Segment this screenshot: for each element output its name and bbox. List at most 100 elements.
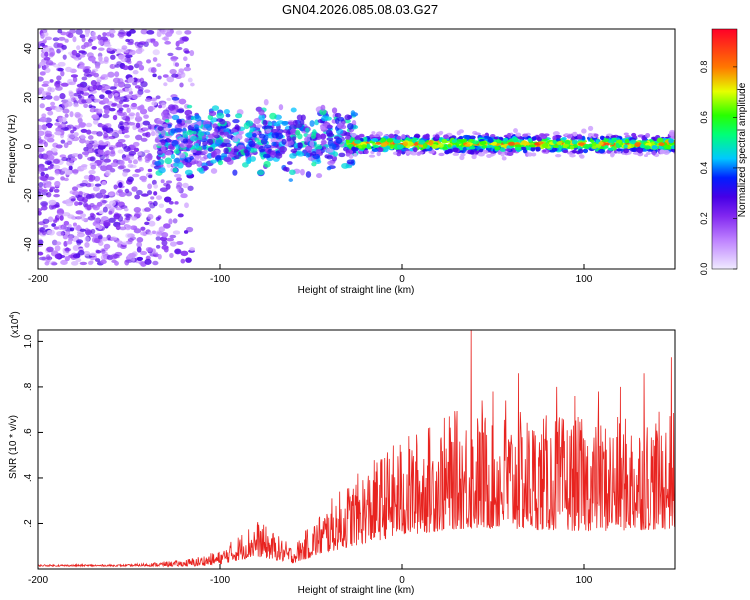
heatmap-cell [80, 213, 87, 218]
heatmap-cell [85, 122, 93, 128]
heatmap-cell [499, 147, 506, 152]
heatmap-cell [515, 132, 522, 137]
heatmap-cell [73, 103, 79, 108]
heatmap-cell [46, 246, 54, 253]
heatmap-cell [186, 129, 193, 136]
heatmap-cell [83, 68, 92, 74]
heatmap-cell [150, 130, 156, 137]
heatmap-cell [182, 182, 189, 189]
heatmap-cell [542, 143, 549, 149]
heatmap-cell [396, 144, 404, 150]
heatmap-cell [512, 137, 519, 142]
heatmap-cell [112, 114, 118, 121]
heatmap-cell [316, 173, 323, 179]
heatmap-cell [190, 135, 198, 142]
heatmap-cell [47, 123, 53, 129]
heatmap-cell [151, 230, 157, 235]
heatmap-x-tick-label: -100 [210, 274, 230, 285]
heatmap-cell [441, 138, 448, 144]
heatmap-cell [161, 37, 168, 41]
heatmap-cell [293, 142, 299, 149]
heatmap-cell [90, 213, 96, 219]
heatmap-cell [101, 200, 108, 204]
heatmap-cell [194, 114, 200, 120]
heatmap-cell [94, 217, 100, 224]
heatmap-cell [91, 70, 96, 77]
heatmap-cell [326, 124, 334, 129]
heatmap-cell [641, 135, 647, 141]
heatmap-cell [668, 131, 675, 137]
heatmap-cell [160, 102, 166, 109]
heatmap-cell [125, 191, 133, 197]
heatmap-cell [243, 149, 249, 154]
heatmap-cell [81, 216, 86, 222]
heatmap-cell [67, 133, 76, 139]
heatmap-cell [412, 137, 418, 142]
heatmap-cell [115, 224, 121, 231]
heatmap-cell [347, 122, 354, 130]
heatmap-cell [61, 31, 69, 36]
heatmap-cell [102, 113, 110, 119]
heatmap-cell [148, 220, 156, 227]
colorbar-tick-label: 0.0 [699, 263, 709, 276]
heatmap-cell [65, 66, 73, 73]
heatmap-cell [223, 131, 230, 137]
heatmap-cell [118, 29, 126, 35]
heatmap-cell [54, 122, 61, 126]
heatmap-cell [161, 129, 166, 137]
heatmap-cell [175, 30, 183, 35]
heatmap-cell [279, 146, 288, 153]
colorbar: 0.0 0.2 0.4 0.6 0.8 Normalized spectral ampl… [699, 28, 748, 276]
heatmap-cell [482, 149, 489, 154]
heatmap-cell [113, 184, 118, 190]
heatmap-cell [141, 193, 149, 197]
heatmap-cell [258, 109, 265, 116]
heatmap-cell [167, 52, 174, 57]
heatmap-cell [38, 256, 47, 261]
heatmap-cell [108, 200, 116, 207]
heatmap-cell [152, 57, 158, 62]
heatmap-cell [103, 158, 112, 163]
heatmap-cell [130, 257, 135, 262]
heatmap-cell [114, 71, 120, 78]
heatmap-cell [123, 145, 131, 152]
heatmap-cell [80, 134, 86, 140]
heatmap-cell [552, 140, 558, 145]
heatmap-cell [443, 134, 449, 139]
heatmap-x-label: Height of straight line (km) [298, 285, 415, 296]
heatmap-cell [191, 130, 197, 135]
heatmap-cell [42, 31, 49, 37]
heatmap-cell [593, 133, 599, 137]
heatmap-cell [265, 128, 272, 134]
heatmap-cell [152, 49, 160, 56]
heatmap-cell [326, 166, 332, 171]
heatmap-cell [49, 105, 56, 110]
heatmap-cell [146, 30, 155, 35]
heatmap-cell [144, 221, 150, 226]
heatmap-cell [41, 124, 48, 131]
heatmap-cell [644, 145, 651, 150]
heatmap-cell [131, 186, 138, 192]
heatmap-cell [50, 101, 56, 106]
heatmap-cell [105, 170, 111, 177]
heatmap-cell [345, 152, 350, 157]
heatmap-cell [310, 133, 317, 139]
heatmap-cell [297, 142, 303, 149]
heatmap-cell [202, 140, 208, 147]
heatmap-cell [528, 144, 536, 148]
heatmap-cell [438, 143, 444, 148]
heatmap-cell [139, 175, 148, 181]
heatmap-cell [245, 120, 254, 127]
heatmap-cell [55, 106, 63, 113]
heatmap-cell [38, 138, 44, 144]
heatmap-cell [186, 104, 193, 109]
heatmap-cell [127, 41, 134, 46]
heatmap-cell [60, 259, 68, 265]
heatmap-cell [531, 152, 537, 157]
heatmap-cell [120, 244, 127, 249]
heatmap-cell [244, 137, 250, 143]
heatmap-cell [163, 182, 169, 187]
heatmap-cell [180, 119, 186, 124]
heatmap-cell [71, 216, 77, 220]
heatmap-cell [134, 194, 141, 200]
